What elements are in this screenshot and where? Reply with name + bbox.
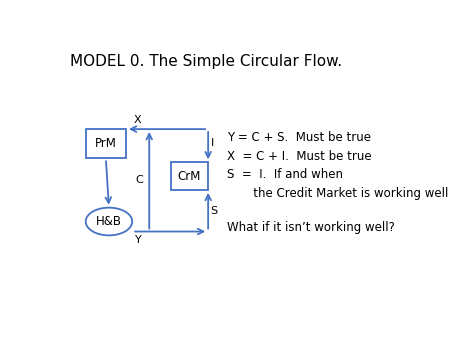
Text: I: I <box>211 138 214 148</box>
Text: C: C <box>135 175 143 185</box>
Text: PrM: PrM <box>95 137 117 150</box>
Ellipse shape <box>86 208 132 235</box>
Text: Y = C + S.  Must be true: Y = C + S. Must be true <box>227 131 371 144</box>
Text: X  = C + I.  Must be true: X = C + I. Must be true <box>227 150 371 163</box>
Bar <box>86 129 126 159</box>
Text: S  =  I.  If and when: S = I. If and when <box>227 168 343 182</box>
Text: H&B: H&B <box>96 215 122 228</box>
Text: S: S <box>211 206 218 216</box>
Text: Y: Y <box>135 235 141 245</box>
Text: CrM: CrM <box>178 170 201 183</box>
Text: X: X <box>134 115 141 125</box>
Text: What if it isn’t working well?: What if it isn’t working well? <box>227 221 395 234</box>
Text: the Credit Market is working well: the Credit Market is working well <box>227 187 448 200</box>
Bar <box>171 162 208 190</box>
Text: MODEL 0. The Simple Circular Flow.: MODEL 0. The Simple Circular Flow. <box>70 54 342 69</box>
